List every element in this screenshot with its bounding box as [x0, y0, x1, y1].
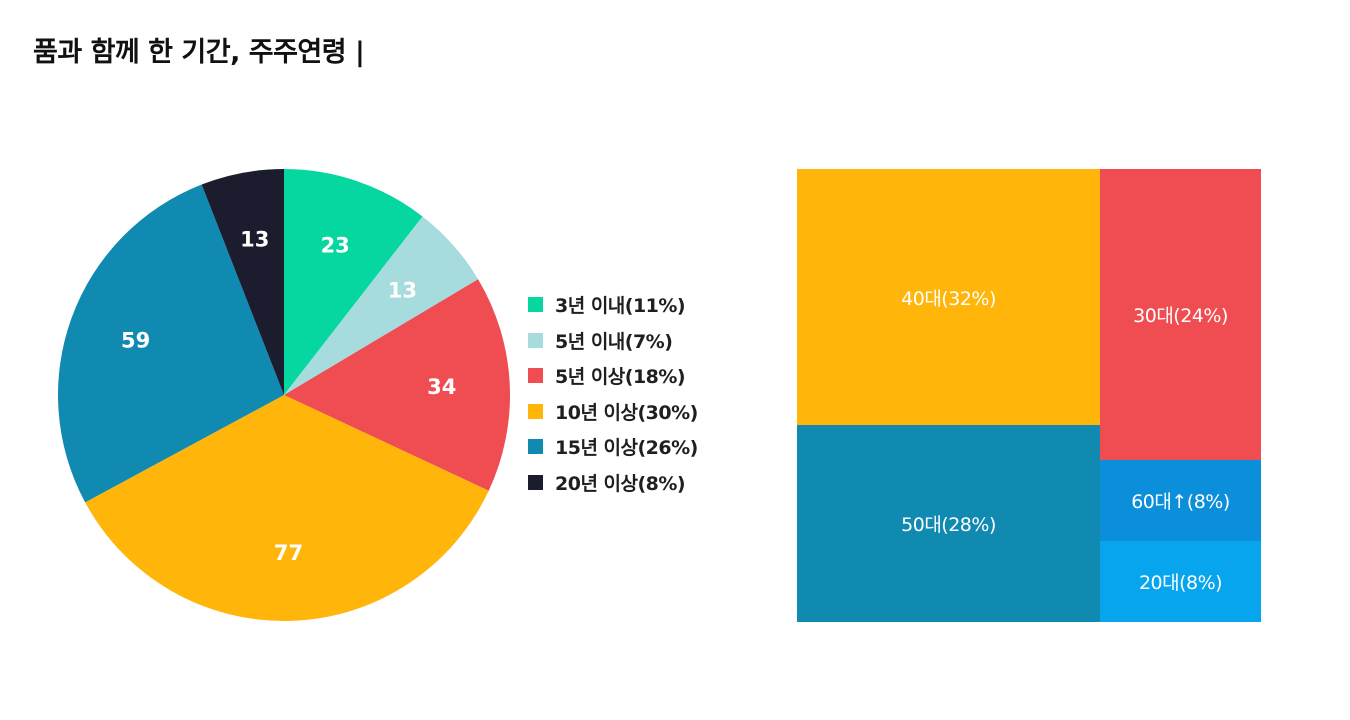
treemap-tile: 40대(32%)	[797, 169, 1100, 425]
pie-slice	[284, 279, 511, 491]
legend-item: 10년 이상(30%)	[528, 398, 698, 425]
legend-label: 3년 이내(11%)	[555, 295, 686, 317]
legend-swatch	[528, 474, 543, 490]
pie-data-label: 13	[240, 228, 269, 252]
legend-label: 10년 이상(30%)	[555, 401, 698, 424]
treemap-tile: 20대(8%)	[1100, 541, 1261, 622]
legend-item: 5년 이내(7%)	[528, 327, 698, 354]
legend-label: 5년 이상(18%)	[555, 366, 686, 389]
pie-slice	[284, 169, 423, 395]
treemap-tile: 50대(28%)	[797, 425, 1100, 622]
legend-label: 20년 이상(8%)	[555, 472, 686, 495]
treemap-tile-label: 50대(28%)	[901, 514, 996, 536]
pie-data-label: 77	[274, 541, 303, 565]
pie-slice	[284, 216, 479, 395]
legend-swatch	[528, 297, 543, 312]
legend-label: 5년 이내(7%)	[555, 330, 673, 353]
treemap-tile: 30대(24%)	[1100, 169, 1261, 460]
treemap-tile-label: 40대(32%)	[901, 287, 996, 310]
pie-data-label: 23	[321, 234, 350, 258]
pie-chart: 23 13 34 77 59 13	[58, 169, 511, 621]
pie-slice	[85, 395, 489, 621]
legend-label: 15년 이상(26%)	[555, 437, 698, 460]
pie-data-label: 59	[121, 329, 150, 353]
pie-slice	[58, 184, 285, 503]
legend-swatch	[528, 439, 543, 455]
legend-item: 3년 이내(11%)	[528, 291, 698, 318]
legend-swatch	[528, 332, 543, 348]
pie-data-label: 13	[388, 278, 417, 302]
treemap-tile-label: 30대(24%)	[1133, 305, 1228, 327]
legend-item: 20년 이상(8%)	[528, 469, 698, 496]
treemap-tile: 60대↑(8%)	[1100, 460, 1261, 541]
legend-swatch	[528, 368, 543, 384]
legend-item: 15년 이상(26%)	[528, 433, 698, 460]
pie-data-label: 34	[427, 375, 456, 399]
pie-slice	[201, 169, 284, 395]
legend-item: 5년 이상(18%)	[528, 362, 698, 389]
legend-swatch	[528, 403, 543, 419]
treemap-tile-label: 20대(8%)	[1138, 572, 1223, 594]
treemap-tile-label: 60대↑(8%)	[1131, 491, 1230, 513]
page-title: 품과 함께 한 기간, 주주연령 |	[33, 37, 365, 68]
pie-legend: 3년 이내(11%) 5년 이내(7%) 5년 이상(18%) 10년 이상(30%)…	[528, 291, 698, 505]
